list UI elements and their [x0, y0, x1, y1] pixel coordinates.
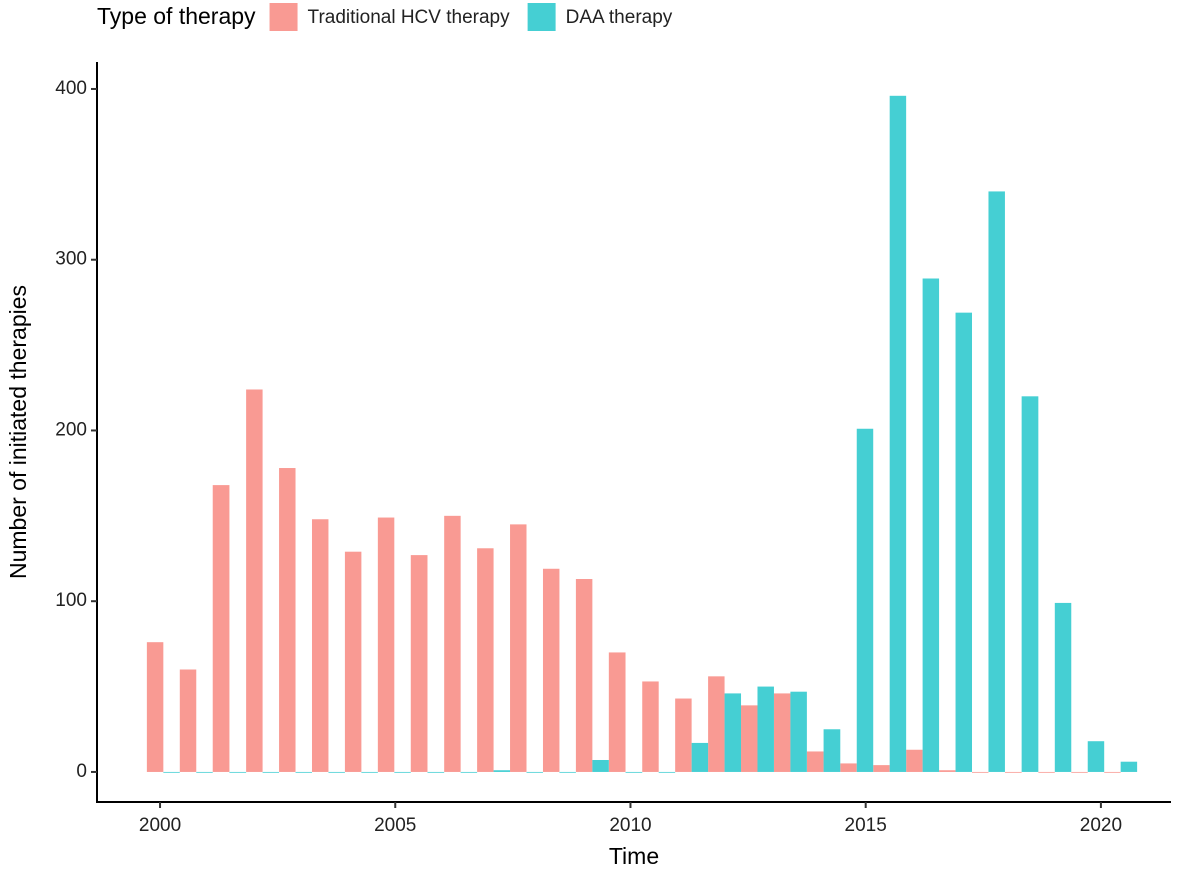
bar — [1054, 602, 1072, 772]
legend-swatch — [269, 3, 298, 31]
bar — [361, 771, 378, 773]
bar — [856, 428, 874, 772]
legend-title: Type of therapy — [97, 3, 256, 29]
bar — [394, 771, 411, 773]
bar — [691, 742, 709, 772]
legend-label: DAA therapy — [566, 7, 673, 28]
bar — [559, 771, 576, 773]
bar — [889, 95, 907, 772]
bar — [146, 642, 164, 772]
bar — [955, 312, 973, 772]
bar — [608, 652, 626, 772]
bar — [625, 771, 643, 773]
bar — [840, 763, 857, 772]
bar — [741, 705, 758, 772]
bar — [1120, 761, 1138, 772]
bar — [427, 771, 445, 773]
x-tick-label: 2000 — [139, 815, 181, 836]
x-tick-label: 2010 — [609, 815, 651, 836]
bar — [592, 759, 609, 772]
bar — [972, 771, 989, 773]
x-tick-label: 2015 — [845, 815, 887, 836]
bar — [773, 693, 791, 772]
bar — [806, 751, 824, 772]
x-tick-label: 2020 — [1080, 815, 1122, 836]
y-tick-label: 300 — [55, 249, 87, 270]
bar — [526, 771, 543, 773]
bar — [939, 770, 956, 772]
x-axis-title: Time — [609, 843, 659, 869]
bar — [790, 691, 807, 772]
legend-swatch — [527, 3, 556, 31]
bar — [922, 278, 940, 772]
bar — [1071, 771, 1088, 773]
bar — [873, 765, 890, 772]
bar — [1004, 771, 1022, 773]
bar — [757, 686, 774, 772]
bar — [279, 468, 296, 772]
bar — [542, 568, 560, 772]
bar — [1021, 396, 1039, 772]
bar — [262, 771, 280, 773]
y-tick-label: 400 — [55, 78, 87, 99]
bar — [311, 519, 329, 772]
bar — [493, 770, 511, 772]
bar — [444, 515, 461, 772]
bar — [724, 693, 742, 772]
bar — [212, 485, 230, 772]
bar — [575, 579, 593, 772]
bar — [377, 517, 395, 772]
bar — [642, 681, 659, 772]
bar — [328, 771, 345, 773]
y-axis-title: Number of initiated therapies — [5, 285, 31, 579]
legend-label: Traditional HCV therapy — [308, 7, 511, 28]
bar — [675, 698, 692, 772]
bar — [510, 524, 527, 772]
bar — [196, 771, 213, 773]
bar — [1038, 771, 1055, 773]
bar — [295, 771, 312, 773]
bar — [658, 771, 676, 773]
bar — [823, 729, 841, 772]
bar — [163, 771, 180, 773]
bar — [246, 389, 263, 772]
bar — [906, 749, 923, 772]
bar — [179, 669, 197, 772]
bar — [460, 771, 478, 773]
x-tick-label: 2005 — [374, 815, 416, 836]
bar — [344, 551, 362, 772]
bar — [708, 676, 725, 772]
bar — [1104, 771, 1121, 773]
bar — [229, 771, 247, 773]
y-tick-label: 200 — [55, 419, 87, 440]
bar — [410, 555, 428, 772]
bar — [988, 191, 1005, 772]
y-tick-label: 0 — [76, 761, 87, 782]
y-tick-label: 100 — [55, 590, 87, 611]
bar — [477, 548, 494, 772]
bar — [1087, 741, 1105, 772]
